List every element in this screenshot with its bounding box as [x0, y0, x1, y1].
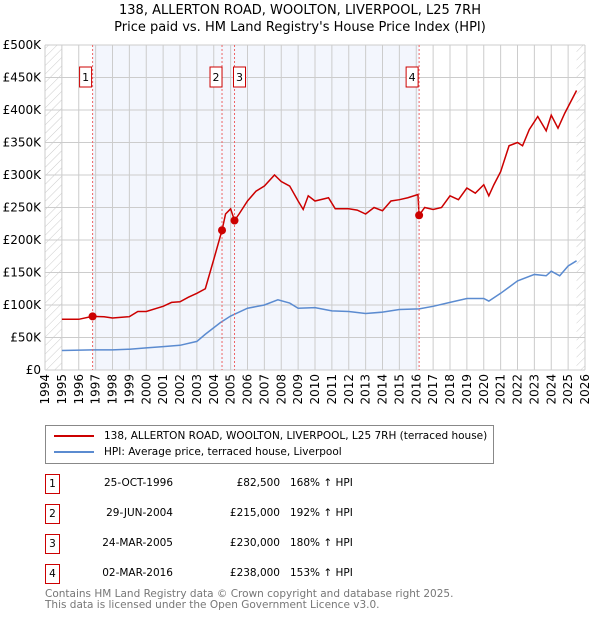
- x-tick-label: 2009: [291, 374, 305, 405]
- sale-number: 2: [45, 504, 60, 524]
- price-chart: £0 £50K £100K £150K £200K £250K £300K £350K £400…: [3, 38, 592, 405]
- legend: 138, ALLERTON ROAD, WOOLTON, LIVERPOOL, …: [45, 425, 494, 464]
- sale-point: [415, 211, 424, 220]
- sale-hpi: 168% ↑ HPI: [290, 477, 353, 489]
- y-tick-label: £50K: [10, 331, 42, 345]
- sale-point: [218, 226, 227, 235]
- sale-date: 25-OCT-1996: [104, 477, 173, 489]
- sale-label-box: [209, 66, 223, 88]
- x-tick-label: 2019: [460, 374, 474, 405]
- y-tick-label: £450K: [3, 71, 43, 85]
- x-tick-label: 2016: [409, 374, 423, 405]
- hpi-line: [61, 260, 577, 352]
- title-line: 138, ALLERTON ROAD, WOOLTON, LIVERPOOL, …: [119, 3, 481, 18]
- footer-line: This data is licensed under the Open Gov…: [45, 599, 380, 611]
- x-tick-label: 2007: [257, 374, 271, 405]
- x-tick-label: 2012: [342, 374, 356, 405]
- y-tick-label: £350K: [3, 136, 43, 150]
- x-tick-label: 1994: [38, 374, 52, 405]
- sale-label-box: [233, 66, 247, 88]
- sale-label-number: 2: [213, 71, 220, 84]
- sale-hpi: 153% ↑ HPI: [290, 567, 353, 579]
- x-tick-label: 2000: [139, 374, 153, 405]
- x-tick-label: 2021: [494, 374, 508, 405]
- y-tick-label: £150K: [3, 266, 43, 280]
- x-tick-label: 2006: [241, 374, 255, 405]
- sale-date: 02-MAR-2016: [102, 567, 173, 579]
- sale-price: £238,000: [229, 567, 280, 579]
- x-tick-label: 2023: [527, 374, 541, 405]
- y-tick-label: £400K: [3, 103, 43, 117]
- legend-red-line: [54, 435, 94, 437]
- footer-line: Contains HM Land Registry data © Crown c…: [45, 588, 454, 600]
- legend-label: 138, ALLERTON ROAD, WOOLTON, LIVERPOOL, …: [104, 430, 488, 442]
- sale-point: [230, 216, 239, 225]
- sale-point: [88, 312, 97, 321]
- x-tick-label: 1997: [89, 374, 103, 405]
- x-tick-label: 2022: [511, 374, 525, 405]
- x-tick-label: 1996: [72, 374, 86, 405]
- x-tick-label: 2002: [173, 374, 187, 405]
- y-tick-label: £0: [26, 363, 41, 377]
- sale-date: 24-MAR-2005: [102, 537, 173, 549]
- x-tick-label: 2018: [443, 374, 457, 405]
- sale-label-number: 4: [409, 71, 416, 84]
- x-tick-label: 2020: [477, 374, 491, 405]
- sale-row: 4 02-MAR-2016 £238,000 153% ↑ HPI: [45, 564, 445, 584]
- sale-number: 3: [45, 534, 60, 554]
- sale-hpi: 180% ↑ HPI: [290, 537, 353, 549]
- chart-title: 138, ALLERTON ROAD, WOOLTON, LIVERPOOL, …: [0, 2, 600, 36]
- x-tick-label: 2015: [392, 374, 406, 405]
- sale-number: 1: [45, 474, 60, 494]
- y-tick-label: £250K: [3, 201, 43, 215]
- x-tick-label: 2010: [308, 374, 322, 405]
- x-tick-label: 2025: [561, 374, 575, 405]
- sale-number: 4: [45, 564, 60, 584]
- x-tick-label: 2014: [376, 374, 390, 405]
- legend-blue-line: [54, 451, 94, 453]
- sale-row: 3 24-MAR-2005 £230,000 180% ↑ HPI: [45, 534, 445, 554]
- sale-price: £82,500: [236, 477, 280, 489]
- subtitle-line: Price paid vs. HM Land Registry's House …: [114, 20, 486, 35]
- x-tick-label: 1998: [106, 374, 120, 405]
- x-tick-label: 2005: [224, 374, 238, 405]
- footer: Contains HM Land Registry data © Crown c…: [45, 589, 453, 611]
- y-tick-label: £300K: [3, 168, 43, 182]
- price-paid-line: [61, 90, 578, 321]
- sale-label-box: [79, 66, 93, 88]
- legend-item-property: 138, ALLERTON ROAD, WOOLTON, LIVERPOOL, …: [54, 430, 487, 442]
- x-tick-label: 2013: [359, 374, 373, 405]
- y-tick-label: £500K: [3, 38, 43, 52]
- x-tick-label: 2024: [544, 374, 558, 405]
- sale-price: £215,000: [229, 507, 280, 519]
- x-tick-label: 2008: [274, 374, 288, 405]
- sale-date: 29-JUN-2004: [106, 507, 173, 519]
- x-tick-label: 2004: [207, 374, 221, 405]
- sale-hpi: 192% ↑ HPI: [290, 507, 353, 519]
- x-tick-label: 2017: [426, 374, 440, 405]
- y-tick-label: £100K: [3, 298, 43, 312]
- sale-label-number: 3: [236, 71, 243, 84]
- x-tick-label: 2026: [578, 374, 592, 405]
- y-tick-label: £200K: [3, 233, 43, 247]
- x-tick-label: 2011: [325, 374, 339, 405]
- legend-label: HPI: Average price, terraced house, Live…: [104, 446, 342, 458]
- legend-item-hpi: HPI: Average price, terraced house, Live…: [54, 446, 342, 458]
- sale-row: 1 25-OCT-1996 £82,500 168% ↑ HPI: [45, 474, 445, 494]
- sale-row: 2 29-JUN-2004 £215,000 192% ↑ HPI: [45, 504, 445, 524]
- x-tick-label: 2001: [156, 374, 170, 405]
- x-tick-label: 2003: [190, 374, 204, 405]
- sale-label-box: [405, 66, 419, 88]
- sale-label-number: 1: [82, 71, 89, 84]
- x-tick-label: 1995: [55, 374, 69, 405]
- sale-price: £230,000: [229, 537, 280, 549]
- x-tick-label: 1999: [122, 374, 136, 405]
